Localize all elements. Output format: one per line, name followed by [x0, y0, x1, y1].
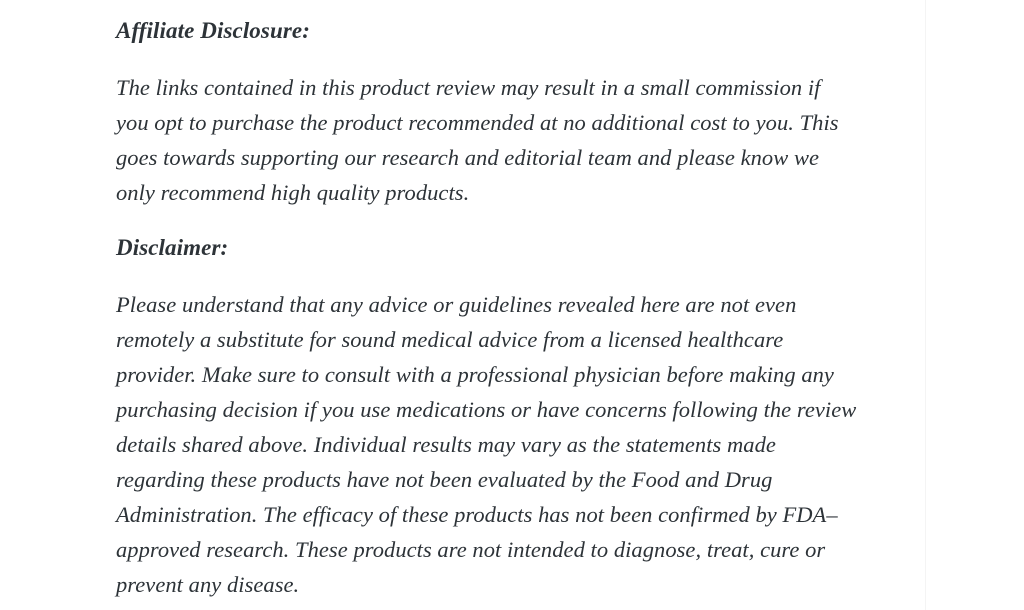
disclosure-article: Affiliate Disclosure: The links containe… [116, 14, 922, 602]
disclaimer-paragraph: Please understand that any advice or gui… [116, 292, 857, 597]
content-frame: Affiliate Disclosure: The links containe… [116, 0, 926, 610]
spacer [116, 48, 922, 70]
affiliate-disclosure-paragraph: The links contained in this product revi… [116, 75, 839, 205]
disclaimer-heading: Disclaimer: [116, 235, 229, 260]
affiliate-disclosure-heading: Affiliate Disclosure: [116, 18, 310, 43]
spacer [116, 210, 922, 231]
spacer [116, 265, 922, 287]
